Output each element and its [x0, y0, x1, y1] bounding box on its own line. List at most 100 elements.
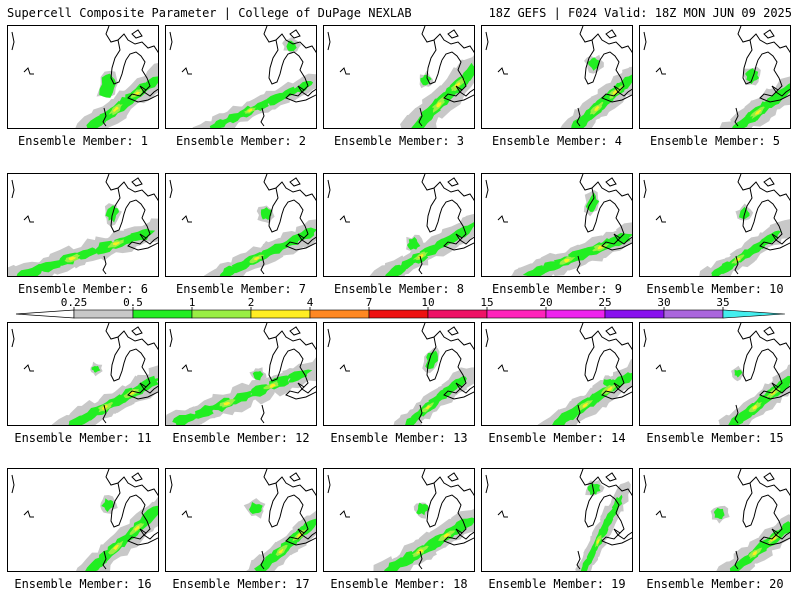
colorbar-label-10: 30 [657, 296, 671, 309]
coastline-segment-6 [763, 177, 775, 187]
colorbar-label-11: 35 [716, 296, 730, 309]
coastline-segment-1 [737, 323, 790, 351]
map-canvas-3 [327, 26, 474, 128]
map-panel-3[interactable] [323, 25, 475, 129]
map-canvas-12 [166, 323, 316, 425]
coastline-segment-8 [181, 364, 192, 372]
coastline-segment-2 [742, 336, 759, 382]
coastline-segment-6 [763, 29, 775, 39]
coastline-segment-5 [759, 89, 790, 103]
colorbar-label-8: 20 [539, 296, 553, 309]
coastline-segment-1 [579, 26, 632, 54]
coastline-segment-3 [757, 494, 783, 534]
scp-yellow-area [752, 405, 758, 410]
coastline-segment-3 [441, 348, 467, 388]
coastline-segment-7 [485, 31, 489, 51]
coastline-segment-7 [327, 474, 331, 494]
coastline-segment-4 [297, 85, 316, 97]
map-panel-20[interactable] [639, 468, 791, 572]
coastline-segment-4 [771, 528, 790, 540]
scp-green-area [263, 92, 286, 106]
coastline-segment-6 [605, 472, 617, 482]
coastline-segment-8 [339, 364, 350, 372]
map-panel-11[interactable] [7, 322, 159, 426]
map-panel-6[interactable] [7, 173, 159, 277]
map-panel-4[interactable] [481, 25, 633, 129]
scp-green-area [139, 505, 158, 527]
coastline-segment-1 [579, 174, 632, 202]
coastline-segment-5 [285, 532, 316, 546]
coastline-segment-7 [169, 474, 173, 494]
map-panel-9[interactable] [481, 173, 633, 277]
coastline-segment-2 [268, 336, 285, 382]
scp-yellow-area [223, 401, 231, 406]
coastline-segment-2 [426, 187, 443, 233]
scp-green-area [450, 517, 474, 536]
scp-green-area [228, 389, 255, 405]
coastline-segment-6 [763, 472, 775, 482]
scp-yellow-area [425, 405, 431, 410]
map-panel-14[interactable] [481, 322, 633, 426]
map-panel-1[interactable] [7, 25, 159, 129]
map-canvas-18 [327, 469, 474, 571]
map-panel-17[interactable] [165, 468, 317, 572]
coastline-segment-6 [289, 29, 301, 39]
panel-label-5: Ensemble Member: 5 [649, 134, 781, 148]
coastline-segment-5 [759, 237, 790, 251]
coastline-segment-8 [655, 215, 666, 223]
coastline-segment-1 [421, 174, 474, 202]
map-panel-19[interactable] [481, 468, 633, 572]
coastline-segment-9 [576, 255, 581, 275]
map-panel-16[interactable] [7, 468, 159, 572]
coastline-segment-5 [127, 89, 158, 103]
scp-green-area [611, 494, 623, 512]
coastline-segment-5 [127, 386, 158, 400]
scp-yellow-area [582, 402, 589, 408]
map-panel-12[interactable] [165, 322, 317, 426]
scp-green-area [772, 83, 790, 101]
map-panel-7[interactable] [165, 173, 317, 277]
map-panel-5[interactable] [639, 25, 791, 129]
colorbar-label-3: 2 [247, 296, 255, 309]
coastline-segment-9 [102, 404, 107, 424]
panel-label-12: Ensemble Member: 12 [172, 431, 310, 445]
scp-yellow-area [612, 90, 618, 95]
coastline-segment-1 [263, 469, 316, 497]
scp-green-area [775, 521, 790, 540]
coastline-segment-4 [297, 233, 316, 245]
scp-yellow-area [596, 539, 600, 545]
colorbar-segment-6 [368, 309, 429, 319]
coastline-segment-5 [759, 532, 790, 546]
scp-green-area [248, 502, 263, 514]
coastline-segment-2 [426, 482, 443, 528]
coastline-segment-5 [443, 532, 474, 546]
scp-yellow-area [113, 106, 119, 112]
coastline-segment-1 [263, 174, 316, 202]
coastline-segment-9 [260, 550, 265, 570]
coastline-segment-3 [441, 494, 467, 534]
coastline-segment-2 [268, 187, 285, 233]
scp-green-area [224, 113, 243, 125]
coastline-segment-6 [605, 29, 617, 39]
colorbar-segment-4 [250, 309, 311, 319]
scp-green-area [280, 234, 302, 250]
colorbar-label-4: 4 [306, 296, 314, 309]
map-panel-10[interactable] [639, 173, 791, 277]
map-canvas-15 [643, 323, 790, 425]
map-panel-13[interactable] [323, 322, 475, 426]
coastline-segment-9 [102, 107, 107, 127]
coastline-segment-7 [169, 328, 173, 348]
map-panel-2[interactable] [165, 25, 317, 129]
coastline-segment-4 [771, 382, 790, 394]
map-panel-8[interactable] [323, 173, 475, 277]
coastline-segment-1 [737, 469, 790, 497]
map-canvas-16 [11, 469, 158, 571]
map-panel-15[interactable] [639, 322, 791, 426]
coastline-segment-9 [260, 404, 265, 424]
coastline-segment-9 [418, 404, 423, 424]
coastline-segment-5 [127, 532, 158, 546]
colorbar-segment-3 [191, 309, 252, 319]
map-panel-18[interactable] [323, 468, 475, 572]
coastline-segment-4 [771, 233, 790, 245]
scp-green-area [101, 498, 115, 512]
